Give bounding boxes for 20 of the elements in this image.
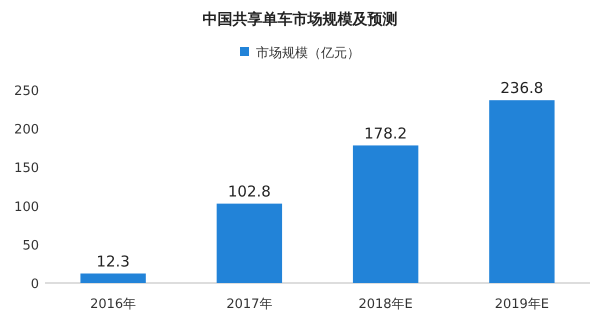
data-label: 236.8 (500, 79, 544, 98)
bar (80, 274, 146, 283)
x-tick-label: 2018年E (358, 297, 413, 312)
data-label: 102.8 (228, 182, 271, 201)
title: 中国共享单车市场规模及预测 (202, 10, 398, 28)
x-tick-label: 2016年 (90, 297, 136, 312)
bar (352, 145, 418, 283)
bar (216, 204, 282, 283)
data-label: 12.3 (96, 252, 130, 271)
x-tick-label: 2017年 (226, 297, 272, 312)
x-tick-label: 2019年E (494, 297, 550, 312)
y-tick-label: 250 (14, 84, 39, 99)
y-tick-label: 100 (14, 200, 39, 215)
data-label: 178.2 (364, 124, 408, 142)
legend: 市场规模（亿元） (240, 46, 360, 61)
y-tick-label: 50 (22, 238, 39, 254)
y-tick-label: 150 (14, 161, 39, 176)
bar (489, 100, 555, 283)
y-tick-label: 200 (14, 122, 39, 138)
y-tick-label: 0 (30, 277, 39, 292)
